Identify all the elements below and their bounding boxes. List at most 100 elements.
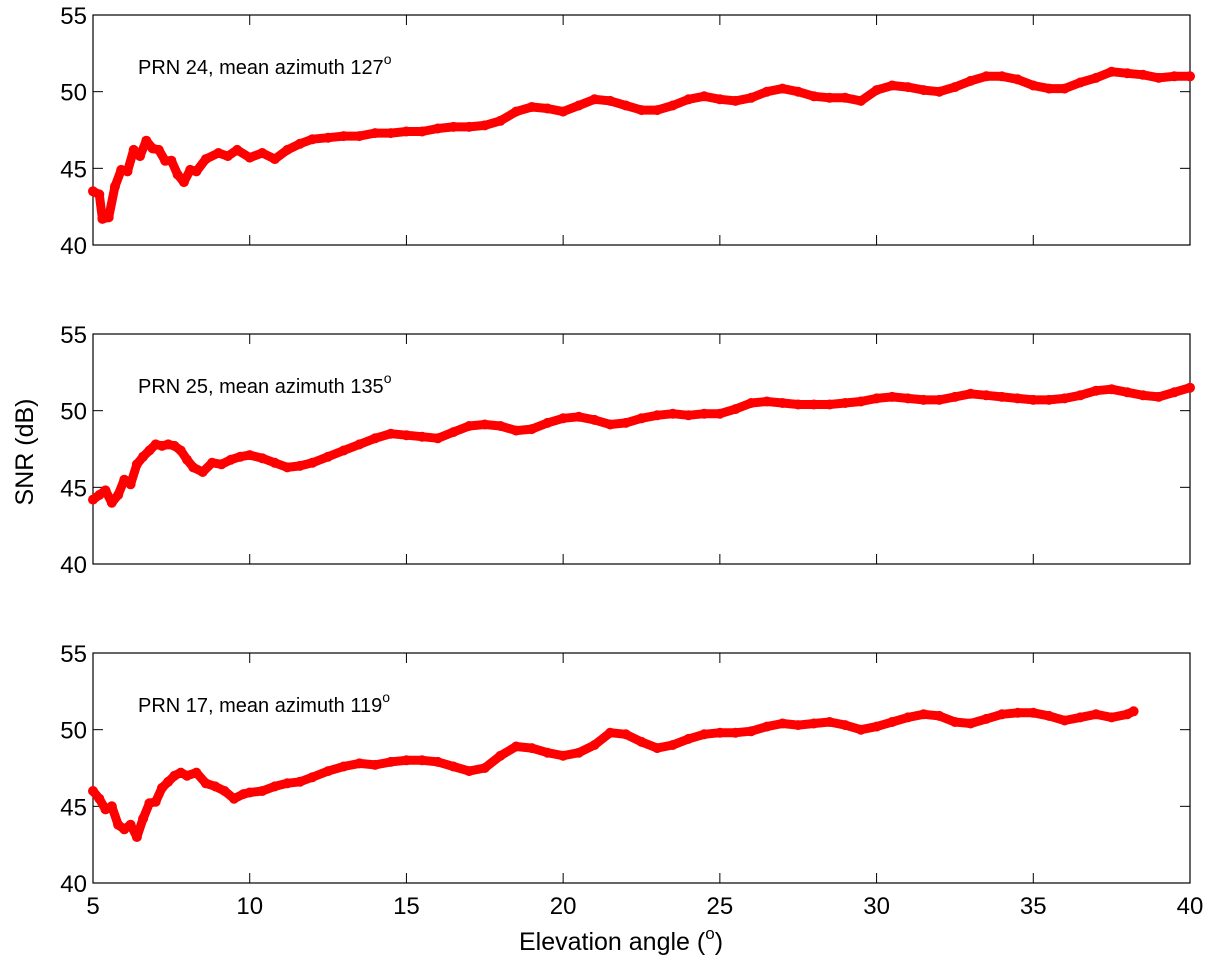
snr-data-point: [793, 86, 804, 97]
snr-data-point: [163, 776, 174, 787]
snr-data-point: [589, 94, 600, 105]
snr-data-point: [128, 144, 139, 155]
snr-data-point: [495, 750, 506, 761]
snr-data-point: [323, 766, 334, 777]
snr-data-point: [871, 721, 882, 732]
panel-annotation: PRN 24, mean azimuth 127o: [138, 51, 392, 79]
snr-data-point: [235, 451, 246, 462]
snr-data-point: [1091, 709, 1101, 720]
snr-data-point: [620, 729, 631, 740]
x-tick-label: 20: [550, 893, 577, 920]
panel-annotation-degree: o: [384, 51, 392, 67]
y-tick-label: 50: [60, 718, 87, 745]
snr-data-point: [887, 80, 898, 91]
snr-data-point: [730, 95, 741, 106]
snr-data-point: [605, 419, 616, 430]
snr-data-point: [1044, 83, 1054, 94]
snr-data-point: [354, 439, 365, 450]
snr-data-point: [131, 832, 142, 842]
snr-data-point: [294, 138, 305, 149]
snr-data-point: [122, 166, 133, 177]
snr-data-point: [1128, 706, 1139, 717]
snr-data-point: [109, 181, 120, 192]
snr-data-point: [511, 425, 522, 436]
snr-data-point: [138, 813, 149, 824]
snr-data-point: [432, 756, 443, 767]
snr-data-point: [526, 424, 537, 435]
y-tick-label: 50: [60, 80, 87, 107]
snr-data-point: [370, 433, 381, 444]
snr-data-point: [934, 394, 945, 405]
x-axis-label-degree: o: [705, 924, 714, 943]
snr-data-point: [338, 761, 349, 772]
snr-data-point: [135, 151, 145, 162]
x-tick-label: 35: [1020, 893, 1047, 920]
snr-data-point: [652, 105, 663, 116]
snr-data-point: [464, 121, 475, 132]
snr-data-point: [934, 86, 945, 97]
snr-data-point: [840, 720, 851, 731]
panel-annotation: PRN 17, mean azimuth 119o: [138, 689, 390, 717]
snr-data-point: [182, 454, 192, 465]
snr-data-point: [244, 152, 255, 163]
snr-data-point: [1028, 80, 1039, 91]
snr-data-point: [542, 747, 553, 758]
snr-data-point: [652, 743, 663, 754]
snr-data-point: [417, 755, 428, 766]
snr-data-point: [573, 747, 584, 758]
snr-data-point: [100, 485, 111, 496]
snr-data-point: [257, 148, 268, 158]
snr-data-point: [589, 414, 600, 425]
snr-data-point: [714, 94, 725, 105]
x-tick-label: 25: [707, 893, 734, 920]
snr-data-point: [855, 396, 866, 407]
snr-data-point: [667, 100, 678, 111]
y-tick-label: 55: [60, 641, 87, 668]
snr-data-point: [902, 712, 913, 723]
snr-data-point: [730, 727, 741, 738]
snr-data-point: [479, 763, 490, 773]
snr-data-point: [918, 85, 929, 96]
snr-data-point: [1169, 387, 1180, 398]
snr-data-point: [1138, 69, 1148, 80]
snr-data-point: [1122, 387, 1133, 398]
snr-data-point: [479, 419, 490, 430]
snr-data-point: [636, 413, 647, 424]
snr-data-point: [636, 105, 647, 116]
snr-data-point: [354, 131, 365, 142]
panel-3: 5 10 15 20 25 30 35 40 40 45 50 55 PRN 17, mean azim…: [60, 641, 1203, 920]
snr-data-point: [175, 445, 186, 456]
snr-data-point: [981, 71, 992, 82]
snr-data-point: [793, 399, 804, 410]
snr-data-point: [1028, 707, 1039, 718]
snr-data-point: [934, 710, 945, 721]
plot-frame: [92, 652, 1191, 884]
y-tick-label: 45: [60, 156, 87, 183]
snr-data-point: [1012, 74, 1023, 85]
y-tick-label: 45: [60, 794, 87, 821]
snr-data-point: [282, 462, 293, 473]
snr-data-point: [746, 726, 757, 737]
panel-annotation-text: PRN 25, mean azimuth 135: [138, 376, 384, 398]
snr-data-point: [448, 427, 459, 438]
snr-data-point: [761, 721, 772, 732]
snr-data-point: [200, 778, 211, 789]
snr-data-point: [887, 717, 898, 727]
y-tick-label: 40: [60, 871, 87, 898]
snr-data-point: [511, 106, 522, 117]
snr-data-point: [464, 766, 475, 777]
snr-data-point: [683, 94, 694, 105]
snr-data-point: [219, 786, 230, 796]
snr-data-point: [605, 727, 616, 738]
snr-data-point: [197, 467, 208, 477]
snr-data-point: [746, 92, 757, 103]
x-axis-label-text: Elevation angle (: [519, 928, 706, 956]
snr-data-point: [257, 786, 268, 796]
snr-data-point: [495, 115, 506, 126]
snr-data-point: [620, 417, 631, 428]
snr-data-point: [188, 462, 199, 473]
snr-data-point: [464, 421, 475, 431]
snr-data-point: [125, 479, 136, 490]
snr-data-point: [479, 120, 490, 131]
snr-data-point: [207, 457, 218, 468]
